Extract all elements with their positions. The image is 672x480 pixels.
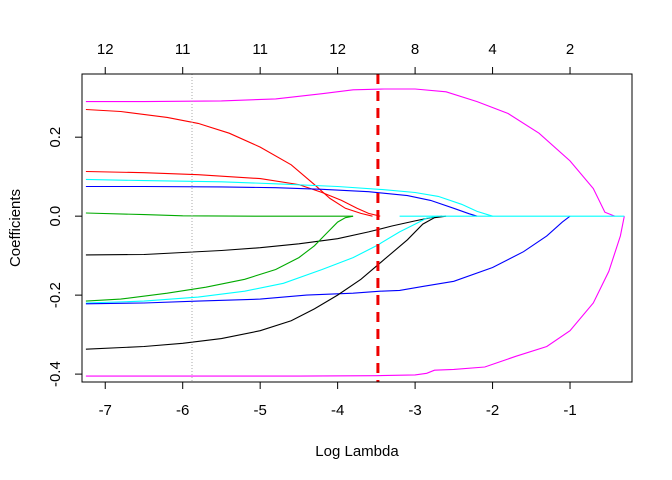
y-tick-label: 0.2 bbox=[47, 127, 64, 148]
series-line-2 bbox=[85, 108, 373, 217]
reference-lines bbox=[191, 74, 380, 382]
series-layer bbox=[85, 88, 625, 377]
x-axis-top: 12 11 11 12 8 4 2 bbox=[97, 41, 574, 75]
x-axis-label: Log Lambda bbox=[315, 443, 399, 460]
top-tick-label: 8 bbox=[411, 41, 419, 58]
series-line-11 bbox=[85, 215, 447, 350]
x-tick-label: -1 bbox=[563, 402, 576, 419]
top-tick-label: 2 bbox=[566, 41, 574, 58]
series-line-1 bbox=[85, 88, 616, 217]
x-tick-label: -6 bbox=[176, 402, 189, 419]
series-line-12 bbox=[85, 216, 625, 377]
top-tick-label: 4 bbox=[488, 41, 496, 58]
y-axis: -0.4 -0.2 0.0 0.2 bbox=[47, 127, 83, 387]
x-tick-label: -5 bbox=[253, 402, 266, 419]
series-line-9 bbox=[85, 215, 439, 304]
series-line-5 bbox=[85, 185, 478, 217]
y-tick-label: -0.4 bbox=[47, 361, 64, 387]
top-tick-label: 12 bbox=[97, 41, 114, 58]
top-tick-label: 11 bbox=[175, 41, 191, 58]
series-line-3 bbox=[85, 170, 381, 217]
series-line-10 bbox=[85, 215, 571, 305]
y-axis-label: Coefficients bbox=[7, 189, 24, 267]
x-axis-bottom: -7 -6 -5 -4 -3 -2 -1 bbox=[99, 381, 577, 419]
x-tick-label: -7 bbox=[99, 402, 112, 419]
x-tick-label: -3 bbox=[408, 402, 421, 419]
y-tick-label: 0.0 bbox=[47, 206, 64, 227]
series-line-7 bbox=[85, 215, 443, 256]
series-line-6 bbox=[85, 212, 354, 217]
top-tick-label: 12 bbox=[329, 41, 346, 58]
top-tick-label: 11 bbox=[252, 41, 268, 58]
y-tick-label: -0.2 bbox=[47, 282, 64, 308]
series-line-8 bbox=[85, 215, 354, 302]
series-line-4 bbox=[85, 178, 493, 217]
x-tick-label: -4 bbox=[331, 402, 344, 419]
x-tick-label: -2 bbox=[486, 402, 499, 419]
plot-frame bbox=[81, 73, 633, 383]
